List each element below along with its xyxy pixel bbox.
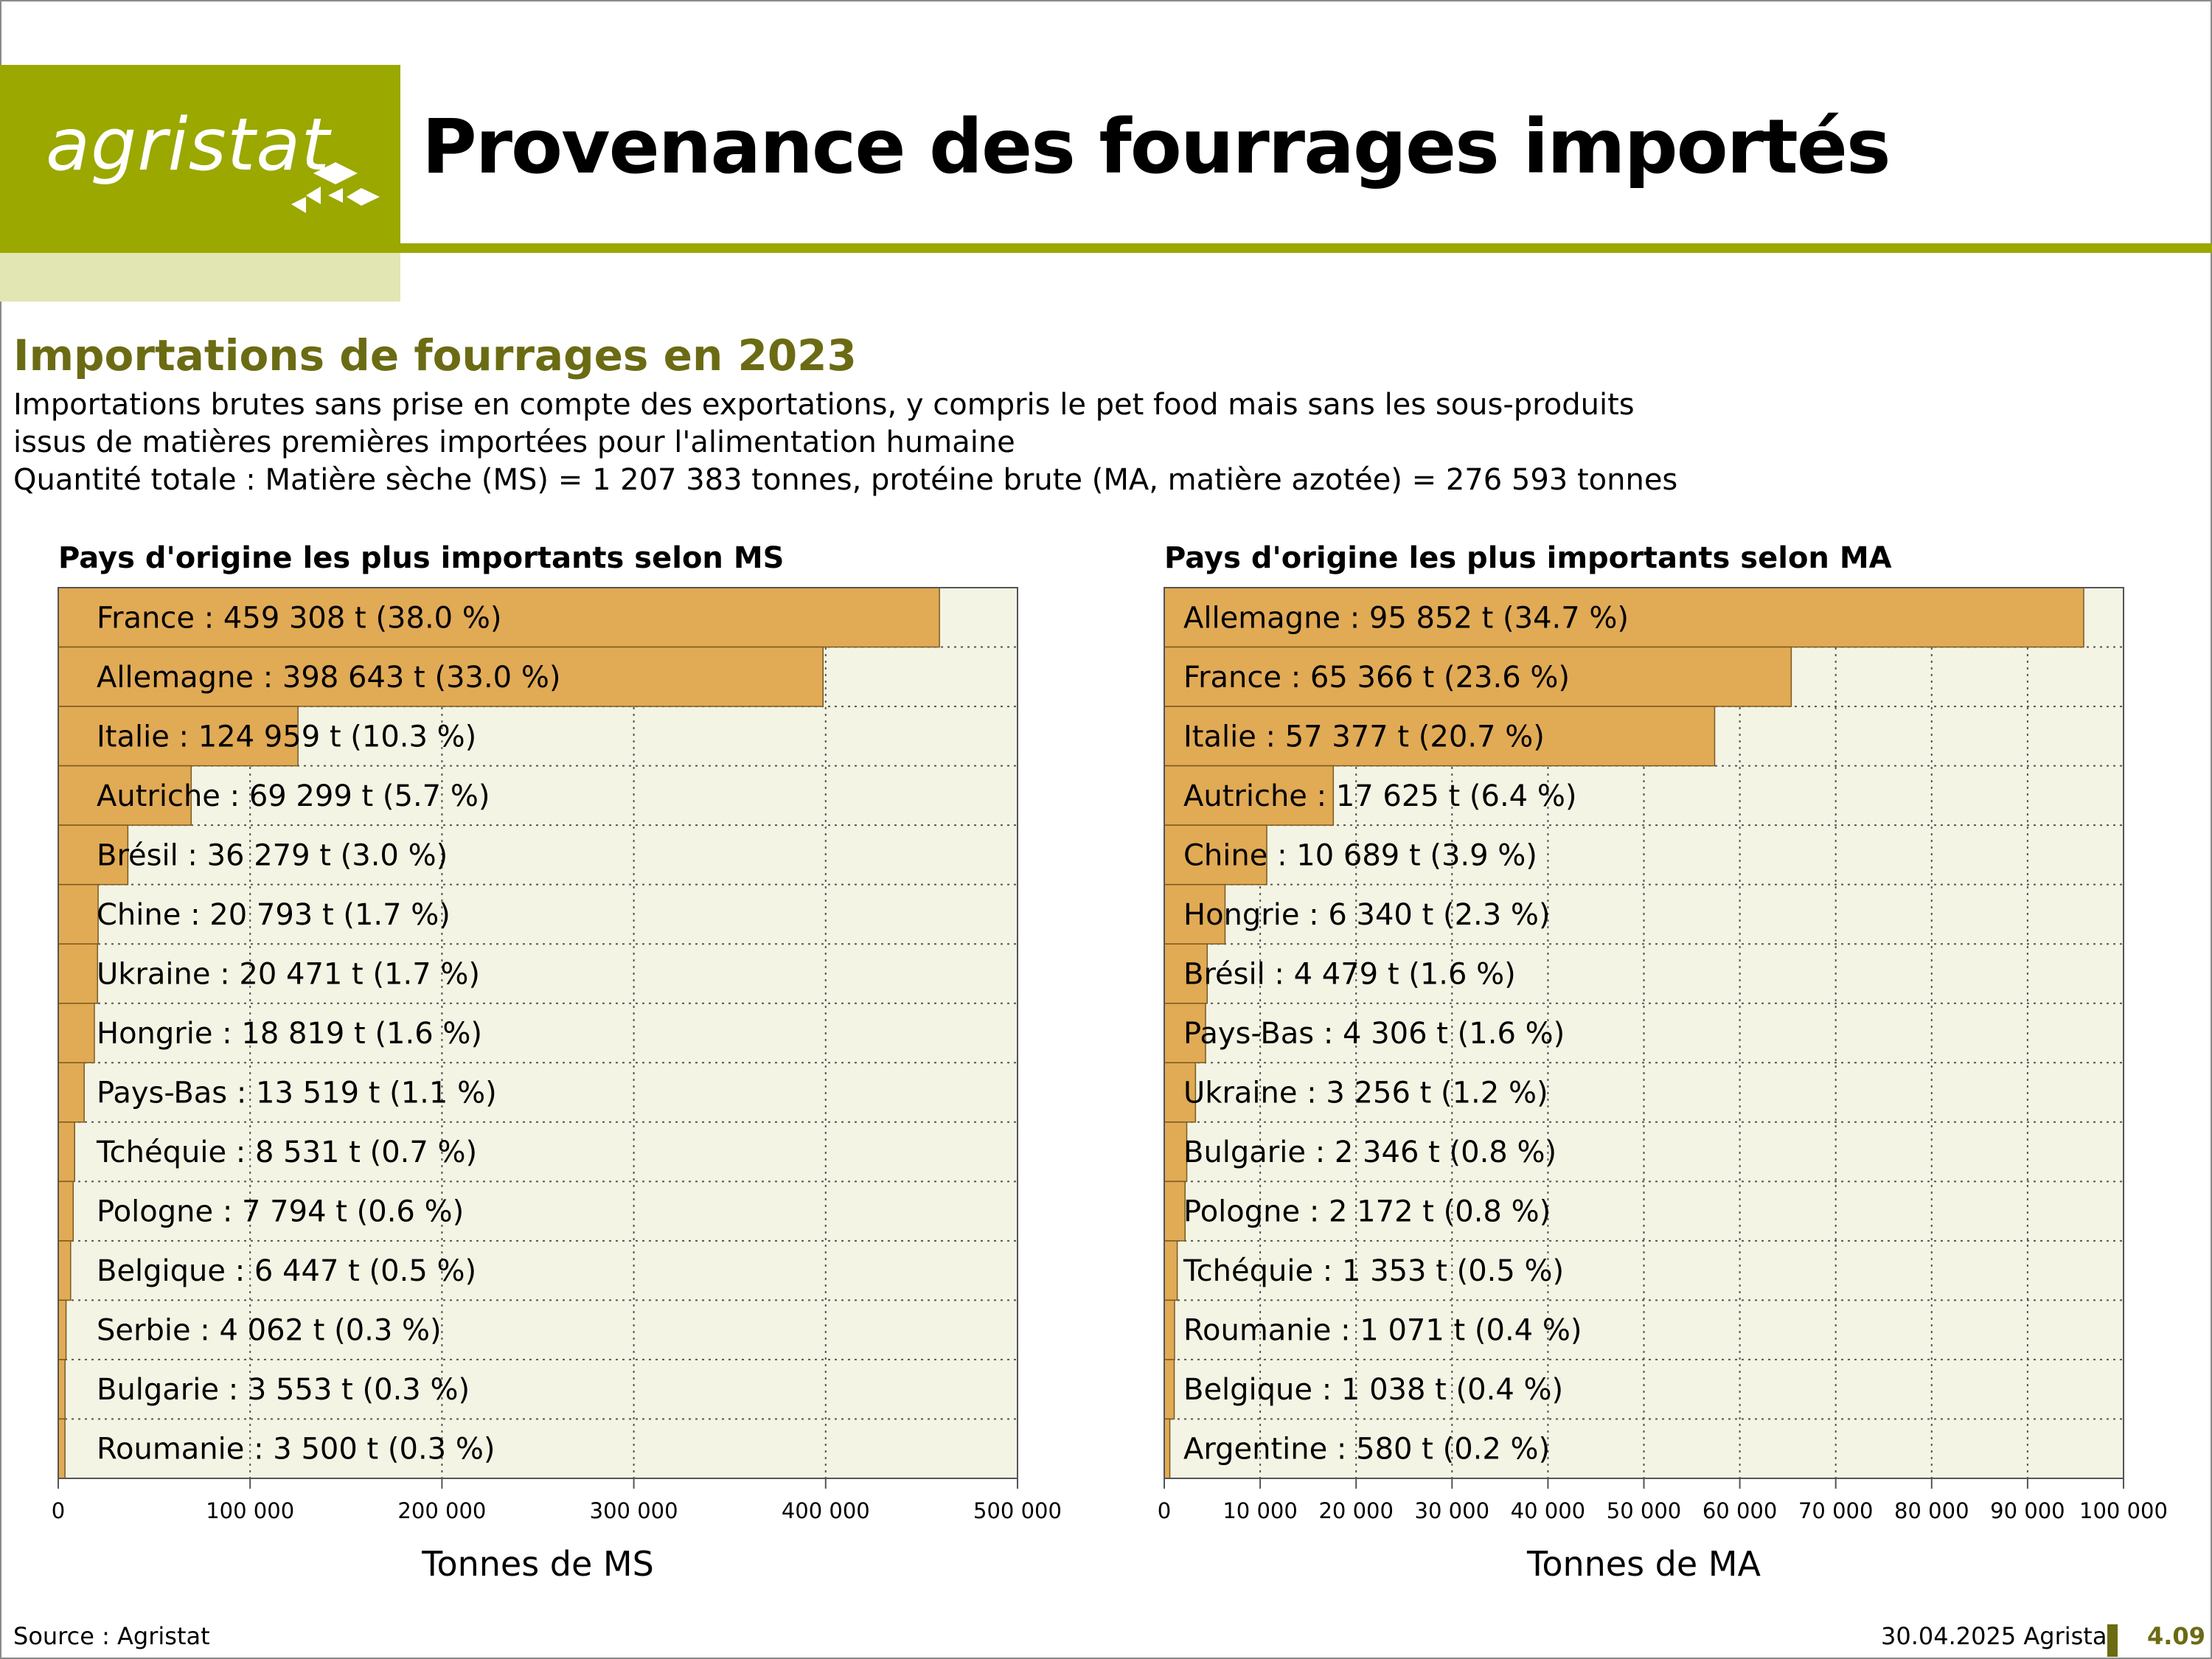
description-line-2: issus de matières premières importées po… [13,425,1015,459]
bar [58,646,824,707]
bar-label: Hongrie : 6 340 t (2.3 %) [1183,898,1551,932]
x-axis-label: Tonnes de MA [1526,1544,1761,1584]
x-tick-label: 0 [52,1498,65,1523]
x-tick-label: 90 000 [1990,1498,2065,1523]
bar-label: Autriche : 17 625 t (6.4 %) [1183,779,1576,813]
x-tick-label: 10 000 [1222,1498,1297,1523]
bar [1164,824,1267,886]
bar [1164,706,1716,767]
bar-label: Brésil : 4 479 t (1.6 %) [1183,957,1516,991]
bar-label: Ukraine : 20 471 t (1.7 %) [97,957,480,991]
x-tick-label: 80 000 [1894,1498,1969,1523]
logo-panel [0,65,400,253]
footer-source: Source : Agristat [13,1622,210,1650]
bar-label: Bulgarie : 2 346 t (0.8 %) [1183,1135,1557,1169]
bar [58,1418,66,1479]
bar-label: Italie : 57 377 t (20.7 %) [1183,720,1545,754]
bar [58,765,192,826]
chart-title: Pays d'origine les plus importants selon… [1164,541,1892,575]
x-tick-label: 500 000 [973,1498,1062,1523]
bar-label: Pologne : 2 172 t (0.8 %) [1183,1195,1551,1229]
x-axis-label: Tonnes de MS [421,1544,654,1584]
bar [58,1002,95,1064]
bar [58,587,940,648]
bar [58,1299,67,1360]
bar-label: Chine : 10 689 t (3.9 %) [1183,838,1537,872]
description-line-1: Importations brutes sans prise en compte… [13,388,1635,422]
bar [1164,1299,1175,1360]
bar-label: Serbie : 4 062 t (0.3 %) [97,1314,442,1348]
bar [1164,765,1335,826]
section-subtitle: Importations de fourrages en 2023 [13,330,857,380]
x-tick-label: 40 000 [1511,1498,1585,1523]
x-tick-label: 100 000 [2079,1498,2168,1523]
logo-underbar [0,253,400,302]
bar-label: France : 65 366 t (23.6 %) [1183,661,1570,695]
bar-label: Pologne : 7 794 t (0.6 %) [97,1195,464,1229]
bar-label: Roumanie : 3 500 t (0.3 %) [97,1433,495,1467]
chart-ma: Pays d'origine les plus importants selon… [1158,541,2168,1584]
bar [1164,883,1226,945]
bar [1164,1240,1178,1301]
x-tick-label: 100 000 [206,1498,294,1523]
bar-label: France : 459 308 t (38.0 %) [97,601,501,635]
bar [58,1121,75,1183]
bar-label: Belgique : 1 038 t (0.4 %) [1183,1373,1563,1407]
bar-label: Hongrie : 18 819 t (1.6 %) [97,1017,482,1051]
bar-label: Brésil : 36 279 t (3.0 %) [97,838,448,872]
footer-date: 30.04.2025 Agristat [1880,1622,2116,1650]
header-rule [400,243,2212,253]
bar-label: Roumanie : 1 071 t (0.4 %) [1183,1314,1582,1348]
bar [58,706,299,767]
page-title: Provenance des fourrages importés [422,103,1891,191]
page-number: 4.09 [2147,1622,2205,1650]
bar [1164,646,1792,707]
x-tick-label: 20 000 [1318,1498,1393,1523]
x-tick-label: 60 000 [1703,1498,1777,1523]
bar [58,1062,85,1123]
bar [58,1180,74,1242]
bar-label: Italie : 124 959 t (10.3 %) [97,720,476,754]
chart-ms: Pays d'origine les plus importants selon… [52,541,1062,1584]
logo-diamond-icon [291,162,380,213]
bar-label: Pays-Bas : 4 306 t (1.6 %) [1183,1017,1565,1051]
bar-label: Autriche : 69 299 t (5.7 %) [97,779,490,813]
x-tick-label: 400 000 [782,1498,870,1523]
footer-separator [2107,1624,2118,1657]
agristat-logo: agristat [46,103,330,187]
chart-title: Pays d'origine les plus importants selon… [58,541,784,575]
bar-label: Tchéquie : 1 353 t (0.5 %) [1183,1254,1564,1288]
bar [58,824,129,886]
x-tick-label: 70 000 [1798,1498,1873,1523]
bar-label: Tchéquie : 8 531 t (0.7 %) [96,1135,477,1169]
x-tick-label: 0 [1158,1498,1171,1523]
bar [58,943,99,1004]
section-description: Importations brutes sans prise en compte… [13,386,1677,499]
bar-label: Chine : 20 793 t (1.7 %) [97,898,451,932]
bar [1164,1180,1186,1242]
x-tick-label: 200 000 [397,1498,486,1523]
bar-label: Belgique : 6 447 t (0.5 %) [97,1254,476,1288]
bar-label: Ukraine : 3 256 t (1.2 %) [1183,1077,1548,1110]
bar [58,1240,72,1301]
bar [1164,943,1208,1004]
bar-label: Allemagne : 95 852 t (34.7 %) [1183,601,1629,635]
bar [1164,1359,1175,1420]
x-tick-label: 300 000 [590,1498,678,1523]
bar [1164,1418,1171,1479]
bar [1164,587,2084,648]
bar-label: Pays-Bas : 13 519 t (1.1 %) [97,1077,497,1110]
plot-border [58,587,1018,1479]
bar [58,883,99,945]
x-tick-label: 50 000 [1607,1498,1681,1523]
bar-label: Bulgarie : 3 553 t (0.3 %) [97,1373,470,1407]
bar [58,1359,66,1420]
bar-label: Allemagne : 398 643 t (33.0 %) [97,661,560,695]
x-tick-label: 30 000 [1415,1498,1489,1523]
bar [1164,1002,1206,1064]
bar-label: Argentine : 580 t (0.2 %) [1183,1433,1550,1467]
description-line-3: Quantité totale : Matière sèche (MS) = 1… [13,463,1678,497]
